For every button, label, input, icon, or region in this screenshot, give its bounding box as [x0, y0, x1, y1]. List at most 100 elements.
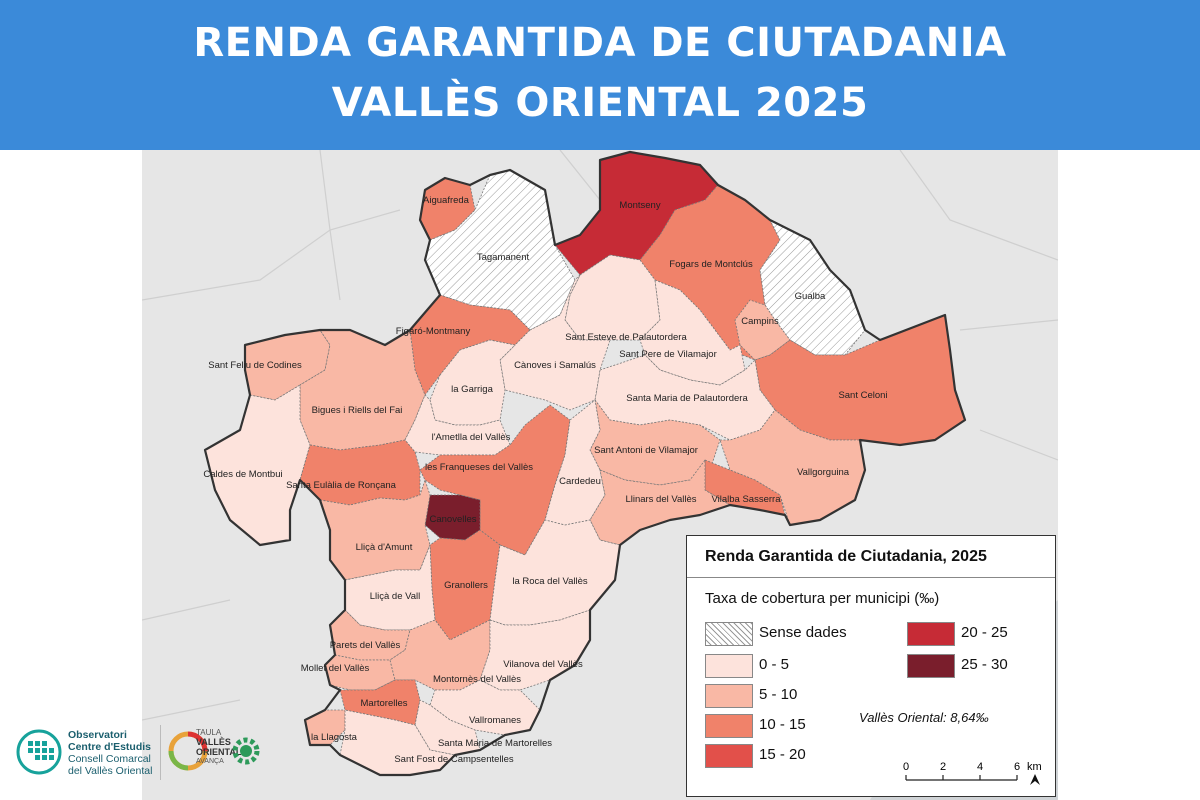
observatori-line-2: Centre d'Estudis: [68, 741, 152, 753]
legend-title: Renda Garantida de Ciutadania, 2025: [687, 536, 1055, 578]
label-caldes: Caldes de Montbui: [203, 469, 282, 480]
taula-line-3: ORIENTAL: [196, 747, 242, 757]
legend-label-10-15: 10 - 15: [759, 716, 806, 733]
map-area[interactable]: Aiguafreda Tagamanent Montseny Fogars de…: [142, 150, 1058, 800]
observatori-line-3: Consell Comarcal: [68, 753, 151, 765]
label-la-llagosta: la Llagosta: [311, 732, 358, 743]
municipality-llica-amunt[interactable]: [319, 479, 431, 581]
label-sant-feliu: Sant Feliu de Codines: [208, 360, 302, 371]
label-martorelles: Martorelles: [361, 698, 408, 709]
municipality-la-garriga[interactable]: [429, 339, 516, 426]
legend-label-15-20: 15 - 20: [759, 746, 806, 763]
label-montornes: Montornès del Vallès: [433, 674, 521, 685]
label-montseny: Montseny: [619, 200, 660, 211]
municipality-martorelles[interactable]: [339, 679, 421, 726]
legend-swatch-0-5: [705, 654, 753, 678]
legend-subtitle: Taxa de cobertura per municipi (‰): [705, 590, 940, 607]
label-llinars: Llinars del Vallès: [625, 494, 696, 505]
municipality-la-roca[interactable]: [489, 519, 621, 626]
logo-divider: [160, 725, 161, 780]
label-vallromanes: Vallromanes: [469, 715, 521, 726]
taula-line-4: AVANÇA: [196, 758, 224, 765]
municipality-canovelles[interactable]: [424, 494, 481, 541]
label-santa-maria-palautordera: Santa Maria de Palautordera: [626, 393, 748, 404]
scale-tick-0: 0: [903, 761, 909, 773]
gear-icon: [232, 737, 260, 765]
scale-tick-6: 6: [1014, 761, 1020, 773]
municipality-canoves[interactable]: [499, 274, 611, 411]
label-llica-vall: Lliçà de Vall: [370, 591, 421, 602]
scale-tick-2: 2: [940, 761, 946, 773]
label-granollers: Granollers: [444, 580, 488, 591]
legend-swatch-5-10: [705, 684, 753, 708]
label-la-roca: la Roca del Vallès: [512, 576, 588, 587]
comarca-boundary: [203, 150, 967, 777]
title-line-2: VALLÈS ORIENTAL 2025: [331, 80, 869, 126]
label-gualba: Gualba: [795, 291, 826, 302]
right-margin: [1058, 150, 1200, 800]
left-margin: [0, 150, 142, 800]
label-bigues: Bigues i Riells del Fai: [312, 405, 403, 416]
municipality-mollet[interactable]: [324, 654, 396, 691]
observatori-line-4: del Vallès Oriental: [68, 765, 153, 777]
label-santa-maria-martorelles: Santa Maria de Martorelles: [438, 738, 552, 749]
header-banner: RENDA GARANTIDA DE CIUTADANIA VALLÈS ORI…: [0, 0, 1200, 150]
legend-swatch-10-15: [705, 714, 753, 738]
legend-label-5-10: 5 - 10: [759, 686, 798, 703]
municipality-les-franqueses[interactable]: [419, 404, 571, 556]
taula-line-2: VALLÈS: [196, 737, 231, 747]
municipality-campins[interactable]: [734, 299, 791, 361]
label-sant-esteve: Sant Esteve de Palautordera: [565, 332, 687, 343]
label-tagamanent: Tagamanent: [477, 252, 530, 263]
label-canovelles: Canovelles: [430, 514, 477, 525]
label-parets: Parets del Vallès: [330, 640, 401, 651]
label-sant-pere: Sant Pere de Vilamajor: [619, 349, 717, 360]
label-cardedeu: Cardedeu: [559, 476, 601, 487]
label-fogars: Fogars de Montclús: [669, 259, 753, 270]
legend-swatch-no-data: [705, 622, 753, 646]
map-legend: Renda Garantida de Ciutadania, 2025 Taxa…: [686, 535, 1056, 797]
label-aiguafreda: Aiguafreda: [423, 195, 470, 206]
legend-swatch-20-25: [907, 622, 955, 646]
municipality-santa-eulalia[interactable]: [299, 439, 421, 506]
legend-label-no-data: Sense dades: [759, 624, 847, 641]
label-campins: Campins: [741, 316, 779, 327]
comarca-average: Vallès Oriental: 8,64‰: [859, 710, 989, 725]
legend-swatch-15-20: [705, 744, 753, 768]
logos-area: Observatori Centre d'Estudis Consell Com…: [0, 715, 280, 795]
north-arrow-icon: [1030, 774, 1040, 785]
municipality-vallromanes[interactable]: [429, 679, 541, 736]
label-vilalba: Vilalba Sasserra: [711, 494, 781, 505]
label-les-franqueses: les Franqueses del Vallès: [425, 462, 533, 473]
label-santa-eulalia: Santa Eulàlia de Ronçana: [286, 480, 397, 491]
taula-line-1: TAULA: [196, 728, 222, 737]
label-ametlla: l'Ametlla del Vallès: [432, 432, 511, 443]
label-mollet: Mollet del Vallès: [301, 663, 370, 674]
observatori-logo-icon: [16, 729, 62, 775]
label-vallgorguina: Vallgorguina: [797, 467, 850, 478]
municipality-sant-esteve[interactable]: [564, 254, 661, 341]
taula-ring-logo-icon: [168, 731, 208, 771]
scale-tick-4: 4: [977, 761, 983, 773]
municipality-montornes[interactable]: [389, 619, 491, 691]
legend-swatch-25-30: [907, 654, 955, 678]
scale-bar: 0 2 4 6 km: [902, 758, 1042, 793]
label-sant-fost: Sant Fost de Campsentelles: [394, 754, 514, 765]
label-figaro: Figaró-Montmany: [396, 326, 471, 337]
label-la-garriga: la Garriga: [451, 384, 493, 395]
label-vilanova: Vilanova del Vallès: [503, 659, 583, 670]
observatori-line-1: Observatori: [68, 729, 127, 741]
municipality-bigues[interactable]: [299, 329, 426, 451]
label-sant-celoni: Sant Celoni: [838, 390, 887, 401]
legend-label-25-30: 25 - 30: [961, 656, 1008, 673]
title-line-1: RENDA GARANTIDA DE CIUTADANIA: [193, 20, 1007, 66]
legend-label-20-25: 20 - 25: [961, 624, 1008, 641]
label-sant-antoni: Sant Antoni de Vilamajor: [594, 445, 698, 456]
municipality-sant-pere[interactable]: [639, 279, 746, 386]
label-llica-amunt: Lliçà d'Amunt: [356, 542, 413, 553]
scale-unit: km: [1027, 761, 1042, 773]
label-canoves: Cànoves i Samalús: [514, 360, 596, 371]
basemap-roads: [142, 150, 1058, 721]
municipality-sant-antoni[interactable]: [589, 399, 721, 486]
legend-label-0-5: 0 - 5: [759, 656, 790, 673]
